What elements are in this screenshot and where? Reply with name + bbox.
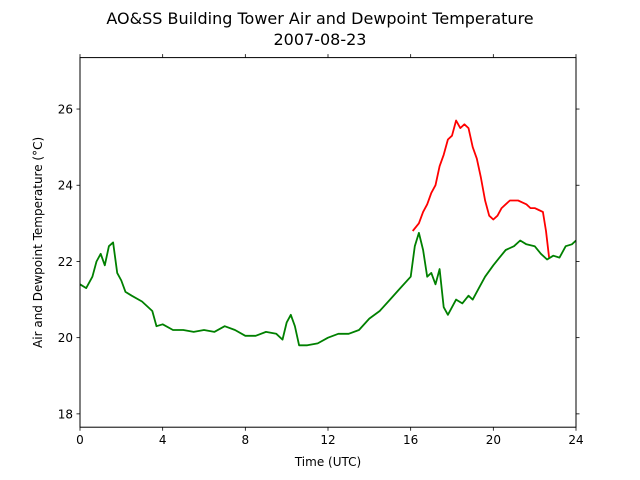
x-tick-label-16: 16 bbox=[403, 433, 418, 447]
y-axis-label: Air and Dewpoint Temperature (°C) bbox=[31, 137, 45, 348]
y-tick-label-20: 20 bbox=[58, 331, 73, 345]
y-tick-label-24: 24 bbox=[58, 179, 73, 193]
x-tick-label-20: 20 bbox=[486, 433, 501, 447]
tick-layer: 0 4 8 12 16 20 24 18 20 22 24 26 bbox=[58, 54, 584, 447]
x-tick-label-8: 8 bbox=[242, 433, 250, 447]
y-tick-label-18: 18 bbox=[58, 407, 73, 421]
series-line-1 bbox=[79, 231, 577, 347]
series-layer bbox=[79, 119, 577, 347]
chart-subtitle: 2007-08-23 bbox=[274, 30, 367, 49]
x-tick-label-0: 0 bbox=[76, 433, 84, 447]
x-axis-label: Time (UTC) bbox=[294, 455, 361, 469]
chart-title: AO&SS Building Tower Air and Dewpoint Te… bbox=[106, 9, 533, 28]
y-tick-label-22: 22 bbox=[58, 255, 73, 269]
x-tick-label-24: 24 bbox=[568, 433, 583, 447]
plot-area-frame bbox=[79, 57, 577, 428]
x-tick-label-12: 12 bbox=[320, 433, 335, 447]
x-tick-label-4: 4 bbox=[159, 433, 167, 447]
series-line-0 bbox=[411, 119, 550, 258]
y-tick-label-26: 26 bbox=[58, 103, 73, 117]
